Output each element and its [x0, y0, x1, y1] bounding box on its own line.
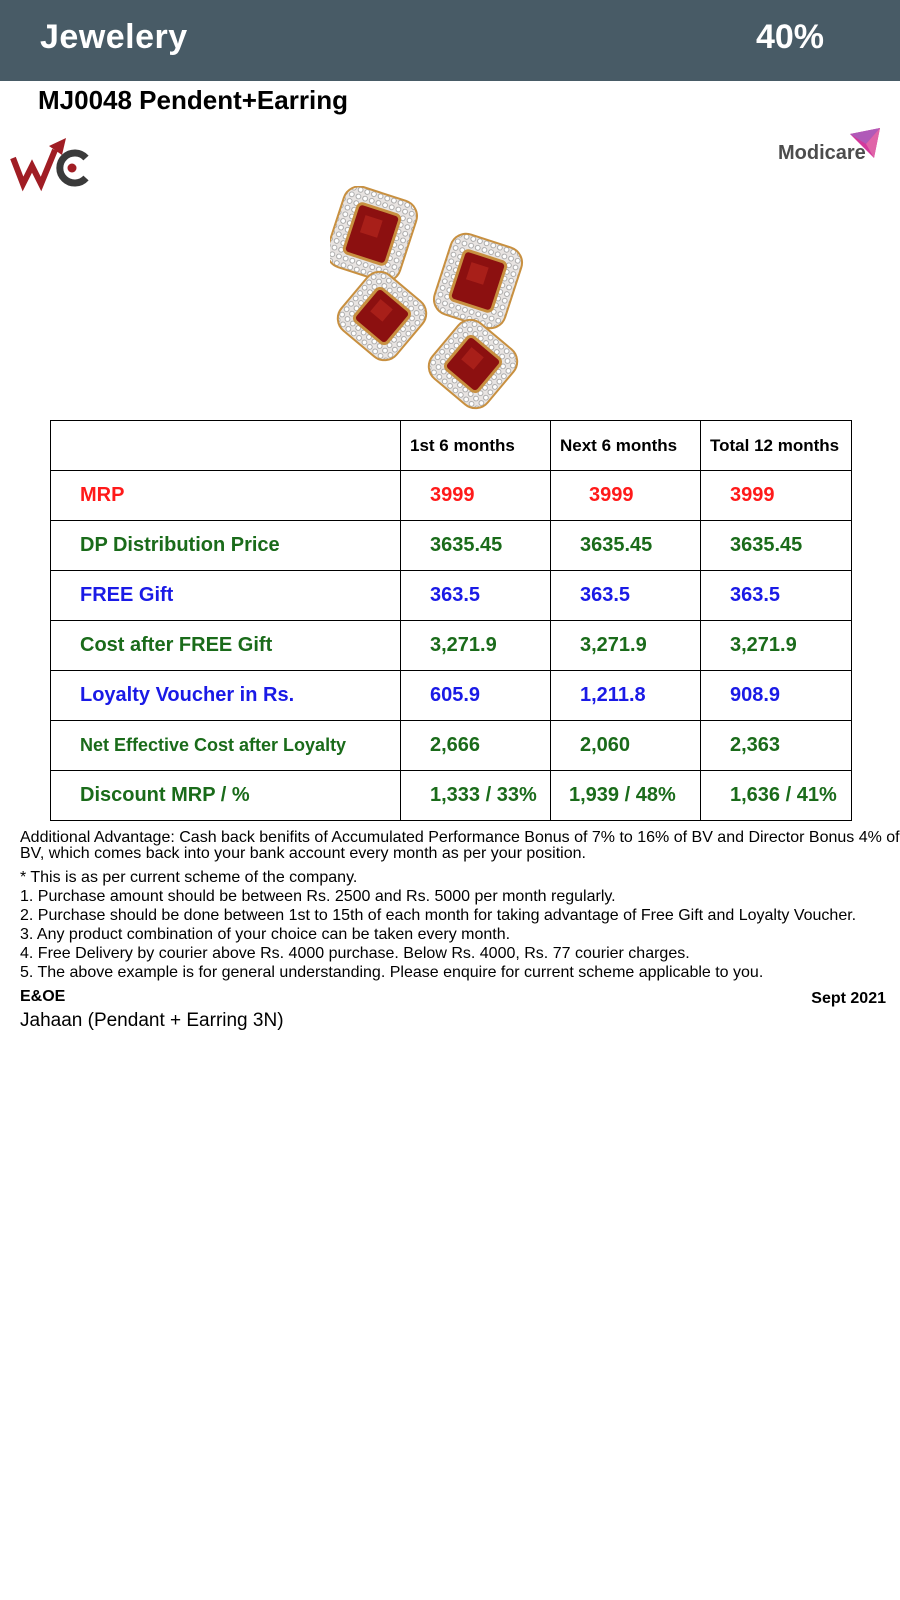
note-item: 1. Purchase amount should be between Rs.… [20, 888, 616, 905]
table-cell: 2,060 [550, 720, 701, 771]
page-header: Jewelery 40% [0, 0, 900, 81]
modicare-mark-icon [850, 128, 880, 158]
table-cell: 3635.45 [550, 520, 701, 571]
pricing-table: 1st 6 months Next 6 months Total 12 mont… [50, 420, 852, 821]
table-cell: 1,636 / 41% [700, 770, 852, 821]
wc-logo [10, 138, 89, 192]
table-cell: 605.9 [400, 670, 551, 721]
table-cell: 3999 [700, 470, 852, 521]
table-cell: 3635.45 [400, 520, 551, 571]
table-row: Loyalty Voucher in Rs. 605.9 1,211.8 908… [50, 670, 852, 721]
table-header-row: 1st 6 months Next 6 months Total 12 mont… [50, 420, 852, 471]
table-cell: 908.9 [700, 670, 852, 721]
row-label: Cost after FREE Gift [50, 620, 401, 671]
table-row: MRP 3999 3999 3999 [50, 470, 852, 521]
table-cell: 1,211.8 [550, 670, 701, 721]
table-cell: 3999 [550, 470, 701, 521]
table-row: FREE Gift 363.5 363.5 363.5 [50, 570, 852, 621]
product-name: Jahaan (Pendant + Earring 3N) [20, 1010, 284, 1031]
product-image [330, 186, 524, 410]
row-label: Discount MRP / % [50, 770, 401, 821]
table-cell: 2,666 [400, 720, 551, 771]
category-title: Jewelery [40, 18, 188, 56]
table-cell: 3999 [400, 470, 551, 521]
table-cell: 1,333 / 33% [400, 770, 551, 821]
row-label: FREE Gift [50, 570, 401, 621]
discount-percent: 40% [755, 18, 824, 56]
table-cell: 363.5 [550, 570, 701, 621]
row-label: DP Distribution Price [50, 520, 401, 571]
product-title: MJ0048 Pendent+Earring [38, 85, 348, 115]
note-item: 2. Purchase should be done between 1st t… [20, 907, 857, 924]
note-item: 4. Free Delivery by courier above Rs. 40… [20, 945, 690, 962]
table-header-cell: Next 6 months [550, 420, 701, 471]
table-cell: 363.5 [700, 570, 852, 621]
date-label: Sept 2021 [811, 990, 886, 1007]
table-cell: 1,939 / 48% [550, 770, 701, 821]
table-cell: 3,271.9 [700, 620, 852, 671]
table-cell: 3,271.9 [550, 620, 701, 671]
table-row: Cost after FREE Gift 3,271.9 3,271.9 3,2… [50, 620, 852, 671]
table-header-cell: Total 12 months [700, 420, 852, 471]
row-label: Net Effective Cost after Loyalty [50, 720, 401, 771]
table-row: Discount MRP / % 1,333 / 33% 1,939 / 48%… [50, 770, 852, 821]
table-cell: 3,271.9 [400, 620, 551, 671]
table-row: DP Distribution Price 3635.45 3635.45 36… [50, 520, 852, 571]
modicare-logo: Modicare [778, 128, 882, 172]
row-label: MRP [50, 470, 401, 521]
row-label: Loyalty Voucher in Rs. [50, 670, 401, 721]
notes-section: Additional Advantage: Cash back benifits… [20, 830, 900, 982]
table-cell: 363.5 [400, 570, 551, 621]
note-item: 5. The above example is for general unde… [20, 964, 764, 981]
scheme-note: * This is as per current scheme of the c… [20, 869, 358, 886]
table-row: Net Effective Cost after Loyalty 2,666 2… [50, 720, 852, 771]
table-cell: 3635.45 [700, 520, 852, 571]
modicare-logo-text: Modicare [778, 142, 866, 164]
additional-advantage-text: Additional Advantage: Cash back benifits… [20, 829, 900, 862]
table-cell: 2,363 [700, 720, 852, 771]
note-item: 3. Any product combination of your choic… [20, 926, 511, 943]
table-header-cell [50, 420, 401, 471]
table-header-cell: 1st 6 months [400, 420, 551, 471]
eoe-label: E&OE [20, 988, 66, 1005]
